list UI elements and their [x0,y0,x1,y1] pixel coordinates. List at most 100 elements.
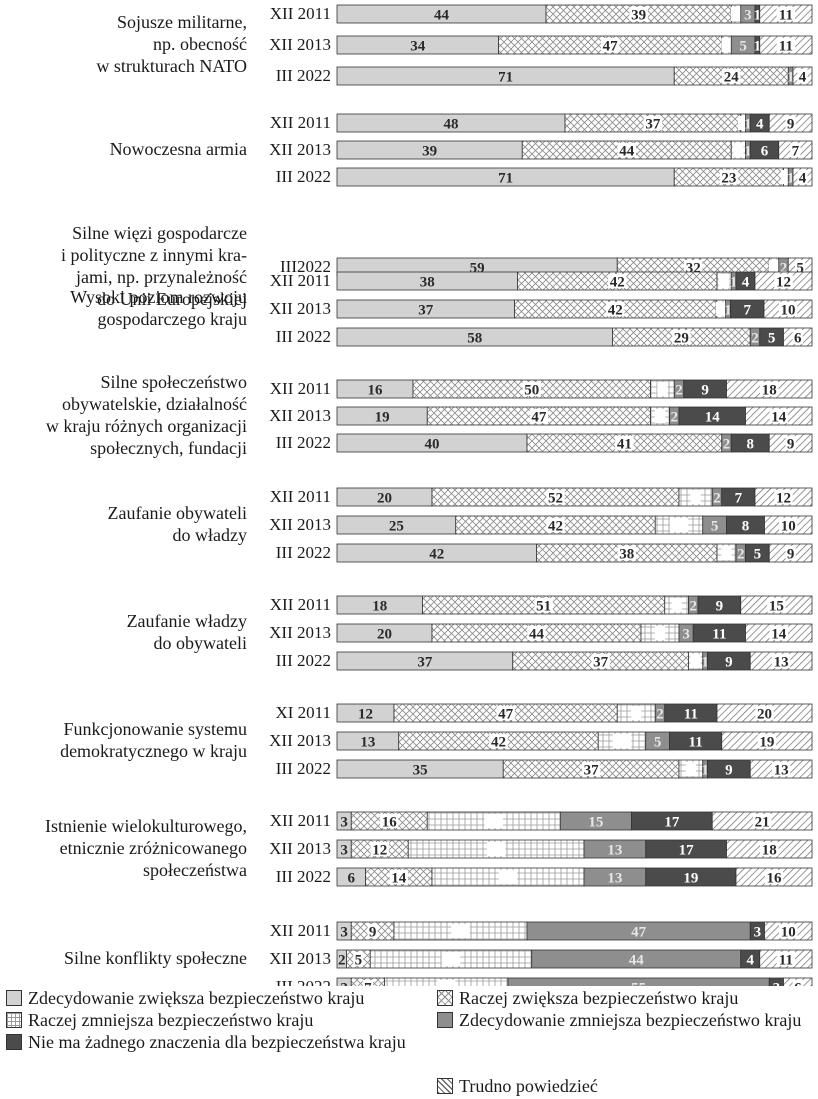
data-label-bg [437,980,456,986]
data-label: 2 [751,331,759,347]
data-label: 38 [420,275,435,291]
data-label-bg [780,170,791,184]
data-label-bg [790,143,801,157]
data-label: 13 [607,843,622,859]
data-label: 1 [701,655,709,671]
data-label: 44 [529,627,545,643]
bar-year-label: III 2022 [276,977,331,986]
legend-item: Zdecydowanie zwiększa bezpieczeństwo kra… [6,988,426,1008]
data-label: 19 [759,735,774,751]
data-label: 11 [689,735,703,751]
data-label-bg [690,654,701,668]
data-label: 9 [701,383,709,399]
data-label: 12 [358,707,373,723]
data-label: 9 [716,599,724,615]
data-label: 1 [739,117,747,133]
data-label-bg [631,706,642,720]
data-label-bg [496,706,515,720]
data-label: 20 [377,491,392,507]
data-label: 47 [603,39,619,55]
data-label-bg [733,143,744,157]
legend-swatch [437,1078,453,1094]
bar-year-label: XI 2011 [275,703,331,722]
data-label: 1 [701,763,709,779]
data-label-bg [672,330,691,344]
data-label: 17 [664,815,680,831]
data-label: 42 [610,275,625,291]
data-label: 2 [656,707,664,723]
data-label-bg [769,409,788,423]
data-label-bg [792,980,803,986]
data-label: 23 [721,171,736,187]
data-label-bg [451,924,470,938]
data-label-bg [774,274,793,288]
data-label: 39 [422,144,437,160]
data-label: 37 [584,763,600,779]
data-label-bg [752,814,772,828]
data-label: 3 [340,925,348,941]
data-label: 1 [724,303,732,319]
data-label-bg [367,924,378,938]
data-label: 14 [771,627,787,643]
legend-label: Trudno powiedzieć [459,1076,598,1096]
bar-year-label: XII 2013 [269,949,331,968]
data-label: 13 [774,655,789,671]
legend-item: Trudno powiedzieć [437,1076,812,1096]
data-label: 52 [548,491,563,507]
data-label: 29 [674,331,689,347]
data-label: 58 [467,331,482,347]
data-label-bg [785,546,796,560]
data-label: 13 [607,871,622,887]
category-label: Silne konflikty społeczne [64,948,247,968]
data-label: 39 [631,8,646,24]
data-label: 8 [656,627,664,643]
data-label-bg [685,762,696,776]
data-label-bg [389,870,408,884]
data-label-bg [776,38,796,52]
data-label: 12 [372,843,387,859]
data-label: 26 [439,981,455,987]
data-label-bg [767,598,786,612]
bar-year-label: XII 2011 [270,113,331,132]
data-label: 71 [498,70,513,86]
data-label: 14 [705,410,721,426]
legend-swatch [6,990,22,1006]
data-label: 2 [690,599,698,615]
data-label-bg [719,170,739,184]
data-label: 18 [762,843,777,859]
legend-label: Raczej zmniejsza bezpieczeństwo kraju [28,1010,314,1030]
data-label: 5 [659,383,667,399]
data-label-bg [779,924,798,938]
data-label: 9 [787,547,795,563]
data-label: 2 [675,383,683,399]
data-label: 9 [725,763,733,779]
bar-segment [768,977,784,986]
bar-year-label: XII 2011 [270,811,331,830]
data-label: 1 [744,144,752,160]
data-label-bg [486,842,506,856]
data-label-bg [785,436,796,450]
data-label-bg [795,260,806,274]
data-label-bg [768,260,780,274]
data-label: 25 [389,519,404,535]
bar-year-label: III 2022 [276,543,331,562]
data-label: 2 [723,437,731,453]
data-label-bg [608,274,627,288]
bar-year-label: III 2022 [276,867,331,886]
data-label: 1 [782,171,790,187]
data-label-bg [778,302,798,316]
data-label: 4 [799,171,807,187]
data-label-bg [529,409,549,423]
data-label-bg [441,952,461,966]
legend-item: Raczej zmniejsza bezpieczeństwo kraju [6,1010,426,1030]
category-label: Silne społeczeństwo obywatelskie, działal… [46,372,247,458]
data-label: 34 [444,953,460,969]
data-label-bg [771,654,791,668]
bar-segment [336,977,352,986]
data-label: 1 [730,275,738,291]
bar-year-label: XII 2013 [269,299,331,318]
